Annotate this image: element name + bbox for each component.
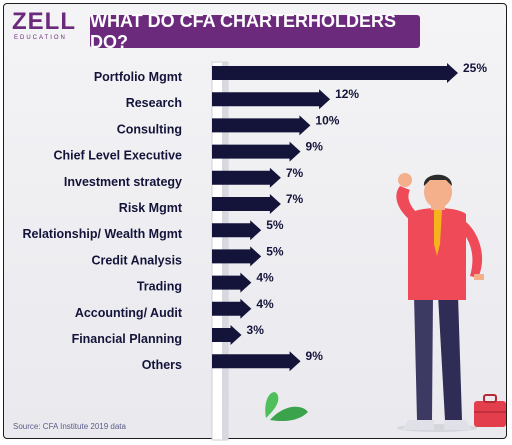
value-label: 7%	[286, 192, 304, 206]
logo-subtitle: EDUCATION	[14, 35, 67, 41]
value-label: 4%	[256, 271, 274, 285]
category-label: Trading	[137, 280, 182, 294]
category-label: Others	[142, 358, 182, 372]
bar-4	[212, 141, 301, 162]
value-label: 7%	[286, 166, 304, 180]
bar-2	[212, 89, 331, 110]
category-label: Consulting	[117, 122, 182, 136]
category-label: Investment strategy	[64, 175, 182, 189]
logo: ZELL	[12, 8, 76, 35]
category-label: Research	[126, 96, 182, 110]
bar-5	[212, 167, 281, 188]
bar-10	[212, 298, 252, 319]
value-label: 12%	[335, 87, 359, 101]
value-label: 9%	[306, 140, 324, 154]
source-note: Source: CFA Institute 2019 data	[13, 422, 126, 431]
category-label: Credit Analysis	[91, 253, 182, 267]
bar-1	[212, 63, 458, 83]
person-illustration	[396, 173, 484, 432]
chart-title: WHAT DO CFA CHARTERHOLDERS DO?	[90, 11, 420, 52]
value-label: 5%	[266, 218, 284, 232]
category-label: Portfolio Mgmt	[94, 70, 183, 84]
category-label: Risk Mgmt	[119, 201, 183, 215]
plant-leaf-left	[265, 392, 279, 418]
category-label: Financial Planning	[72, 332, 182, 346]
bar-8	[212, 246, 262, 267]
bar-11	[212, 325, 242, 345]
value-label: 5%	[266, 244, 284, 258]
value-label: 3%	[247, 323, 265, 337]
category-label: Chief Level Executive	[53, 149, 182, 163]
bar-3	[212, 115, 311, 136]
category-label: Relationship/ Wealth Mgmt	[23, 227, 183, 241]
plant-leaf-right	[270, 406, 308, 422]
value-label: 25%	[463, 61, 487, 75]
briefcase-illustration	[474, 394, 506, 427]
value-label: 9%	[306, 349, 324, 363]
bar-12	[212, 351, 301, 372]
bar-9	[212, 272, 252, 293]
bar-7	[212, 220, 262, 241]
category-label: Accounting/ Audit	[75, 306, 183, 320]
bar-6	[212, 194, 281, 214]
value-label: 10%	[315, 113, 339, 127]
value-label: 4%	[256, 297, 274, 311]
